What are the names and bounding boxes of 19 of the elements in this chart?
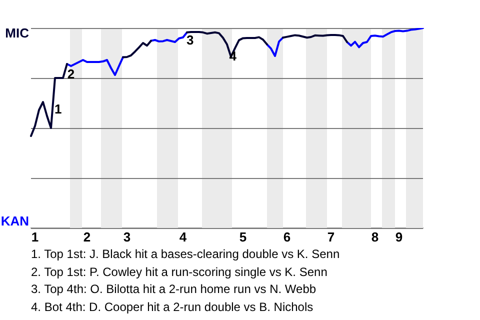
x-tick-label: 5 — [239, 229, 247, 244]
x-tick-label: 9 — [395, 229, 403, 244]
x-tick-label: 3 — [123, 229, 131, 244]
text: 4. Bot 4th: D. Cooper hit a 2-run double vs B. Nichols — [31, 298, 314, 316]
text: KAN — [0, 214, 29, 229]
annotation: 3 — [186, 32, 194, 48]
x-tick-label: 4 — [179, 229, 188, 244]
x-tick-label: 2 — [83, 229, 91, 244]
x-tick-label: 1 — [31, 229, 39, 244]
x-tick-label: 8 — [371, 229, 379, 244]
annotation: 1 — [54, 102, 62, 117]
annotation: 2 — [67, 66, 75, 82]
x-tick-label: 7 — [327, 229, 335, 244]
text: 1. Top 1st: J. Black hit a bases-clearing double vs K. Senn — [31, 246, 340, 263]
annotation: 4 — [229, 48, 238, 64]
text: 3. Top 4th: O. Bilotta hit a 2-run home run vs N. Webb — [31, 281, 318, 298]
x-tick-label: 6 — [283, 229, 291, 244]
text: MIC — [5, 26, 30, 41]
text: 2. Top 1st: P. Cowley hit a run-scoring single vs K. Senn — [31, 264, 328, 281]
